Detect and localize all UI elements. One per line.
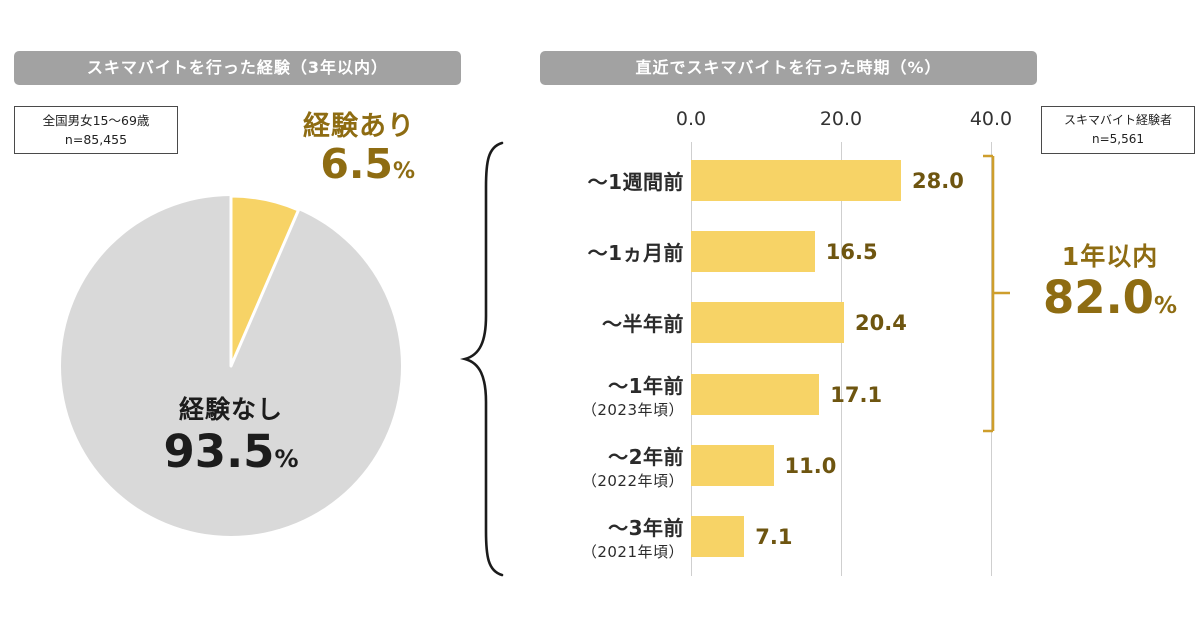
x-tick-0: 0.0: [675, 108, 707, 130]
bar-1: [691, 231, 815, 272]
year-annotation-label: 1年以内: [1061, 242, 1159, 271]
bar-value-0: 28.0: [912, 168, 964, 193]
left-sample-line2: n=85,455: [64, 132, 128, 147]
x-tick-20: 20.0: [819, 108, 863, 130]
bar-label-0: ～1週間前: [587, 170, 684, 194]
bar-label-4: ～2年前 （2022年頃）: [581, 444, 684, 490]
gridline-20: [841, 142, 842, 576]
pie-no-value: 93.5%: [163, 425, 299, 478]
bar-4: [691, 445, 774, 486]
left-sample-line1: 全国男女15～69歳: [42, 112, 150, 128]
brace-path: [459, 141, 504, 577]
brace-connector: [459, 141, 504, 577]
bar-label-2: ～半年前: [602, 312, 684, 336]
gridline-0: [691, 142, 692, 576]
pie-yes-callout: 経験あり 6.5%: [225, 104, 415, 186]
pie-yes-value: 6.5%: [320, 140, 415, 188]
pie-no-label: 経験なし: [178, 395, 283, 424]
bar-value-2: 20.4: [855, 310, 907, 335]
bar-0: [691, 160, 901, 201]
bar-row: 11.0: [691, 445, 836, 486]
pie-yes-unit: %: [392, 159, 415, 184]
bar-label-3: ～1年前 （2023年頃）: [581, 373, 684, 419]
bar-label-5: ～3年前 （2021年頃）: [581, 515, 684, 561]
bar-row: 28.0: [691, 160, 964, 201]
bar-value-1: 16.5: [825, 239, 878, 264]
right-sample-line1: スキマバイト経験者: [1063, 113, 1172, 128]
right-sample-line2: n=5,561: [1091, 132, 1144, 146]
year-annotation: 1年以内 82.0%: [1025, 237, 1195, 323]
pie-slice-yes: [229, 194, 300, 368]
bar-row: 20.4: [691, 302, 907, 343]
right-panel-title: 直近でスキマバイトを行った時期（%）: [540, 51, 1037, 85]
year-annotation-value: 82.0%: [1042, 271, 1178, 324]
bar-2: [691, 302, 844, 343]
left-sample-note: 全国男女15～69歳 n=85,455: [14, 106, 178, 154]
gridline-40: [991, 142, 992, 576]
bar-value-5: 7.1: [755, 524, 793, 549]
bar-3: [691, 374, 820, 415]
pie-yes-label: 経験あり: [303, 111, 415, 142]
x-tick-40: 40.0: [969, 108, 1013, 130]
bar-row: 17.1: [691, 374, 882, 415]
bar-row: 7.1: [691, 516, 793, 557]
bar-value-3: 17.1: [830, 382, 883, 407]
year-bracket: [983, 154, 1010, 433]
bar-label-1: ～1ヵ月前: [587, 241, 684, 265]
bar-5: [691, 516, 745, 557]
pie-no-callout: 経験なし 93.5%: [57, 390, 405, 478]
pie-chart: [61, 194, 401, 536]
pie-no-unit: %: [274, 445, 299, 473]
year-bracket-path: [983, 154, 1010, 433]
bar-row: 16.5: [691, 231, 878, 272]
bar-value-4: 11.0: [784, 453, 837, 478]
right-sample-note: スキマバイト経験者 n=5,561: [1041, 106, 1195, 154]
left-panel-title: スキマバイトを行った経験（3年以内）: [14, 51, 461, 85]
year-annotation-unit: %: [1153, 293, 1178, 319]
